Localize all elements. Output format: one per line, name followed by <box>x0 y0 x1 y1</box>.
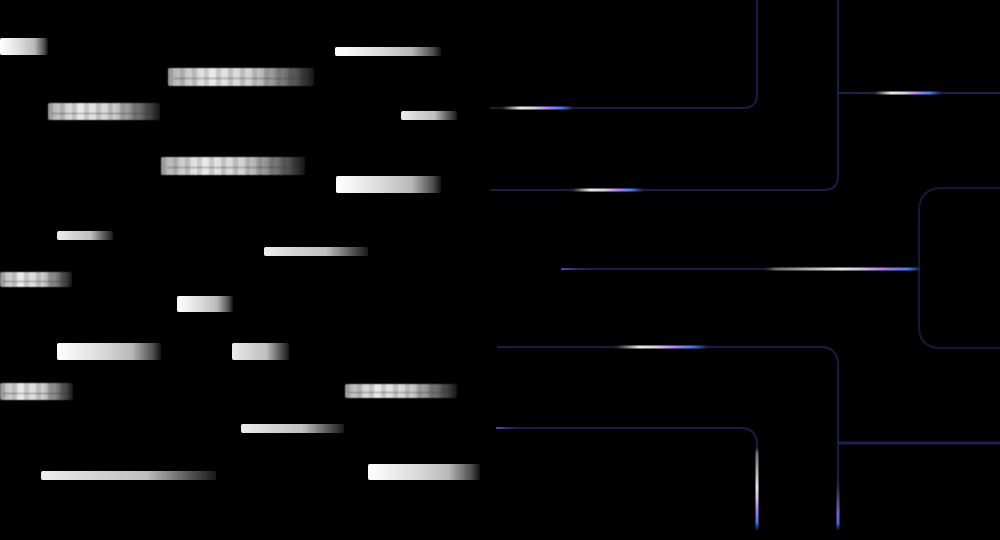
gradient-streak-1 <box>0 38 48 55</box>
gradient-streak-2 <box>335 47 441 56</box>
gradient-streak-8 <box>57 231 113 240</box>
blurred-text-streak-10 <box>0 272 72 287</box>
blurred-text-streak-6 <box>161 157 305 175</box>
gradient-streak-13 <box>232 343 289 360</box>
gradient-streak-16 <box>241 424 344 433</box>
gradient-streak-18 <box>368 464 480 480</box>
gradient-streak-12 <box>57 343 161 360</box>
gradient-streak-5 <box>401 111 457 120</box>
blurred-text-streak-15 <box>345 384 457 398</box>
gradient-streak-17 <box>41 471 216 480</box>
circuit-trace-top-left-elbow <box>490 0 758 109</box>
blurred-text-streak-4 <box>48 103 160 120</box>
blurred-text-streak-3 <box>168 68 314 86</box>
blurred-text-streak-14 <box>0 383 73 400</box>
gradient-streak-11 <box>177 296 233 312</box>
gradient-streak-7 <box>336 176 441 193</box>
circuit-trace-lower-elbow-right <box>497 346 839 530</box>
gradient-streak-9 <box>264 247 368 256</box>
circuit-trace-second-elbow <box>490 0 839 191</box>
